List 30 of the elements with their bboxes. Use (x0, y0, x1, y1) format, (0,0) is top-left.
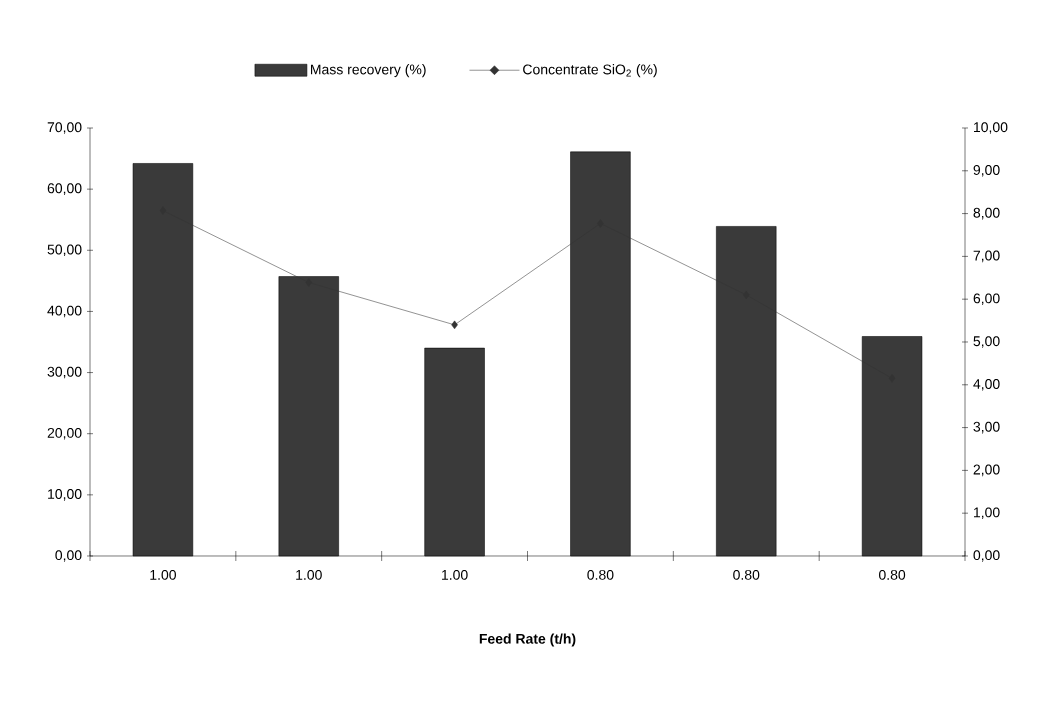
y2-tick-label: 5,00 (973, 336, 1000, 348)
y-tick-label: 30,00 (47, 366, 82, 379)
y2-tick-label: 7,00 (973, 250, 1000, 263)
y-tick-label: 40,00 (47, 305, 82, 318)
y-tick-label: 0,00 (55, 550, 82, 562)
y2-tick-label: 6,00 (973, 293, 1000, 305)
x-axis-title: Feed Rate (t/h) (479, 633, 576, 647)
y-tick-label: 50,00 (47, 244, 82, 257)
y2-tick-label: 3,00 (973, 421, 1000, 434)
y2-tick-label: 2,00 (973, 464, 1000, 477)
point (451, 320, 458, 330)
x-tick-label: 1.00 (150, 569, 176, 580)
x-tick-label: 1.00 (442, 569, 468, 580)
y-tick-label: 10,00 (48, 489, 82, 501)
y2-tick-label: 8,00 (973, 207, 1000, 220)
y-tick-label: 60,00 (47, 183, 82, 195)
y2-tick-label: 1,00 (974, 507, 1000, 519)
legend-label: Concentrate SiO$_{2}$ (%) (523, 64, 657, 78)
y-tick-label: 20,00 (47, 427, 82, 440)
y2-tick-label: 9,00 (973, 165, 1000, 177)
x-tick-label: 0.80 (587, 569, 614, 580)
x-tick-label: 0.80 (733, 569, 760, 580)
y2-tick-label: 4,00 (973, 379, 1000, 391)
y-tick-label: 70,00 (47, 122, 82, 134)
legend-label: Mass recovery (%) (311, 64, 426, 78)
y2-tick-label: 0,00 (973, 550, 1000, 562)
point (305, 278, 313, 287)
x-tick-label: 1.00 (296, 569, 322, 580)
x-tick-label: 0.80 (879, 569, 906, 580)
y2-tick-label: 10,00 (974, 122, 1008, 134)
